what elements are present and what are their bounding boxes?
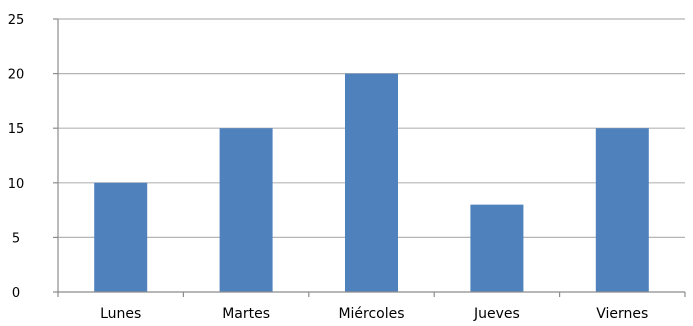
x-category-label: Martes xyxy=(222,306,270,322)
x-category-label: Lunes xyxy=(100,306,141,322)
x-category-label: Miércoles xyxy=(338,306,404,322)
y-tick-label: 5 xyxy=(12,231,20,246)
y-tick-label: 15 xyxy=(8,122,25,137)
bar-lunes xyxy=(94,182,148,292)
bars xyxy=(94,73,649,292)
x-category-label: Jueves xyxy=(473,306,520,322)
x-category-label: Viernes xyxy=(596,306,648,322)
bar-viernes xyxy=(595,128,649,292)
x-axis: Lunes Martes Miércoles Jueves Viernes xyxy=(57,291,686,322)
y-axis: 0 5 10 15 20 25 xyxy=(8,13,59,301)
bar-martes xyxy=(219,128,273,292)
y-tick-label: 10 xyxy=(8,177,25,192)
y-tick-label: 0 xyxy=(12,286,20,301)
y-tick-label: 20 xyxy=(8,68,25,83)
y-tick-label: 25 xyxy=(8,13,25,28)
bar-miércoles xyxy=(345,73,398,292)
bar-jueves xyxy=(470,204,524,292)
